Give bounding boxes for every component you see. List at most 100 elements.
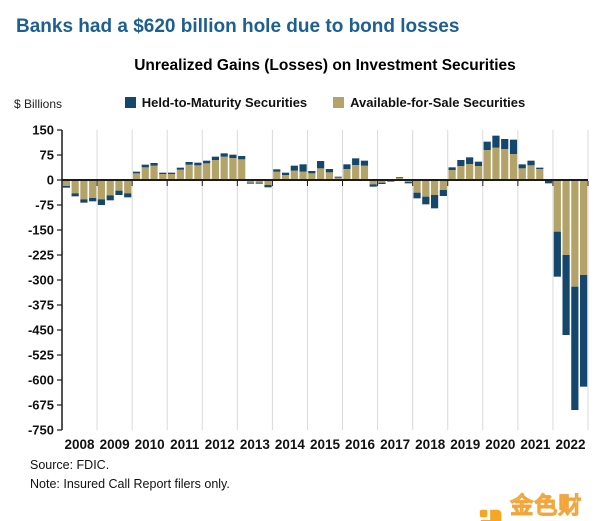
bar-segment [395,177,404,178]
logo-icon [479,509,502,521]
bar-segment [466,157,474,164]
y-tick-label: -375 [28,298,54,313]
bar-segment [176,167,184,170]
bar-segment [360,160,369,166]
x-tick-label: 2008 [65,437,96,452]
bar-segment [194,165,202,180]
bar-segment [229,158,237,180]
bar-segment [229,154,237,158]
bar-segment [290,165,298,171]
bar-segment [89,180,97,198]
y-tick-label: -75 [35,198,54,213]
bar-segment [527,165,535,180]
bar-segment [448,170,456,180]
bar-segment [580,275,588,387]
bar-segment [580,180,588,275]
legend-label-afs: Available-for-Sale Securities [350,95,526,110]
bar-segment [255,180,263,183]
bar-segment [115,180,123,191]
bar-segment [80,199,88,203]
bar-segment [369,180,377,185]
bar-segment [238,156,246,160]
legend-swatch-afs-icon [333,97,345,108]
x-tick-label: 2009 [100,437,130,452]
bar-segment [395,177,404,180]
bar-segment [343,169,351,180]
logo-text: 金色财经 [510,492,583,519]
bar-segment [439,180,447,190]
bar-segment [124,180,132,194]
bar-segment [352,165,360,180]
bar-segment [281,172,290,175]
bar-segment [97,180,106,200]
bar-segment [97,199,106,205]
bar-segment [378,180,386,183]
chart-title: Unrealized Gains (Losses) on Investment … [134,57,516,74]
bar-segment [518,164,526,169]
bar-segment [211,160,220,180]
bar-segment [439,190,447,196]
bar-segment [62,180,70,186]
legend-swatch-htm-icon [124,97,136,108]
bar-segment [203,163,211,180]
x-tick-label: 2013 [240,437,271,452]
bar-segment [466,164,474,180]
bar-segment [378,182,386,184]
y-tick-label: -525 [28,348,54,363]
bar-segment [413,180,421,193]
bar-segment [89,198,97,202]
bar-segment [132,171,141,174]
bar-segment [176,169,184,180]
x-tick-label: 2022 [555,437,585,452]
bar-segment [194,162,202,166]
bar-segment [167,174,176,180]
bar-segment [150,163,158,166]
bar-segment [211,156,220,160]
bar-segment [325,169,333,173]
bar-segment [106,180,114,196]
bar-segment [273,171,281,180]
source-note: Source: FDIC. Note: Insured Call Report … [30,456,230,494]
bar-segment [220,156,228,180]
legend: Held-to-Maturity Securities Available-fo… [62,95,588,110]
bar-segment [457,160,465,166]
y-tick-label: -675 [28,398,54,413]
bar-segment [509,154,518,180]
x-tick-label: 2019 [450,437,480,452]
bar-segment [404,182,412,184]
bar-segment [115,190,123,195]
bar-segment [509,139,518,154]
bar-segment [474,166,483,180]
bar-segment [246,180,255,183]
bar-segment [62,186,70,188]
bar-segment [141,164,149,168]
bar-segment [167,172,176,174]
bar-segment [501,139,509,149]
bar-segment [352,158,360,165]
bar-segment [422,180,430,197]
bar-segment [150,165,158,180]
bar-segment [562,180,570,255]
bar-segment [185,162,193,165]
bar-segment [492,147,500,180]
bar-segment [106,195,114,201]
bar-segment [159,174,167,180]
bar-segment [527,160,535,166]
bar-segment [80,180,88,200]
bar-segment [238,159,246,180]
logo-watermark: 金色财经 [478,486,600,521]
bar-segment [536,169,544,180]
bar-segment [334,177,342,180]
headline: Banks had a $620 billion hole due to bon… [16,16,460,37]
bar-segment [483,150,491,180]
bar-segment [492,135,500,148]
bar-segment [334,176,342,178]
bar-segment [255,182,263,184]
bar-segment [246,182,255,184]
x-tick-label: 2021 [520,437,551,452]
x-tick-label: 2020 [485,437,515,452]
x-tick-label: 2012 [205,437,235,452]
bar-segment [457,166,465,180]
bar-segment [369,184,377,187]
